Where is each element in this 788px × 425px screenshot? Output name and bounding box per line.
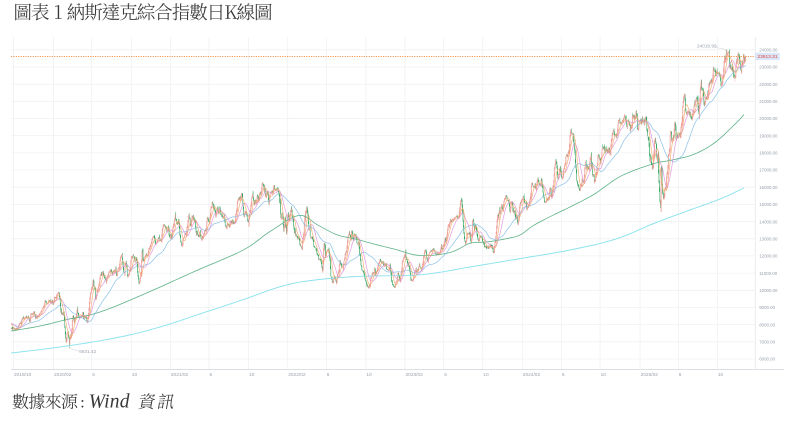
svg-text:10: 10	[132, 372, 138, 378]
svg-text:10: 10	[249, 372, 255, 378]
svg-text:2021/02: 2021/02	[171, 372, 189, 378]
svg-text:6: 6	[444, 372, 447, 378]
svg-text:23613.31: 23613.31	[758, 54, 778, 60]
svg-text:10: 10	[718, 372, 724, 378]
svg-text:6: 6	[92, 372, 95, 378]
svg-text:6: 6	[679, 372, 682, 378]
svg-text:17000.00: 17000.00	[759, 168, 778, 173]
svg-text:9000.00: 9000.00	[759, 305, 775, 310]
svg-text:2024/02: 2024/02	[523, 372, 541, 378]
svg-text:2022/02: 2022/02	[288, 372, 306, 378]
svg-text:10000.00: 10000.00	[759, 288, 778, 293]
svg-text:2025/02: 2025/02	[641, 372, 659, 378]
svg-text:7000.00: 7000.00	[759, 340, 775, 345]
svg-text:19000.00: 19000.00	[759, 133, 778, 138]
svg-text:24000.00: 24000.00	[759, 48, 778, 53]
svg-text:23000.00: 23000.00	[759, 65, 778, 70]
svg-text:14000.00: 14000.00	[759, 219, 778, 224]
svg-text::: :	[80, 395, 84, 412]
svg-text:6: 6	[327, 372, 330, 378]
svg-text:2020/02: 2020/02	[54, 372, 72, 378]
svg-text:6: 6	[210, 372, 213, 378]
svg-text:12000.00: 12000.00	[759, 254, 778, 259]
svg-text:10: 10	[366, 372, 372, 378]
svg-text:6000.00: 6000.00	[759, 357, 775, 362]
svg-text:13000.00: 13000.00	[759, 237, 778, 242]
svg-text:24019.99: 24019.99	[697, 44, 717, 49]
svg-text:18000.00: 18000.00	[759, 151, 778, 156]
svg-text:20000.00: 20000.00	[759, 116, 778, 121]
svg-text:10: 10	[483, 372, 489, 378]
svg-text:22000.00: 22000.00	[759, 82, 778, 87]
svg-text:2019/10: 2019/10	[14, 372, 32, 378]
svg-text:8000.00: 8000.00	[759, 322, 775, 327]
svg-text:15000.00: 15000.00	[759, 202, 778, 207]
svg-text:Wind: Wind	[89, 392, 130, 413]
svg-text:6: 6	[562, 372, 565, 378]
svg-text:21000.00: 21000.00	[759, 99, 778, 104]
svg-text:6631.42: 6631.42	[79, 349, 96, 354]
svg-text:16000.00: 16000.00	[759, 185, 778, 190]
svg-text:10: 10	[601, 372, 607, 378]
svg-text:2023/02: 2023/02	[406, 372, 424, 378]
svg-text:11000.00: 11000.00	[759, 271, 778, 276]
